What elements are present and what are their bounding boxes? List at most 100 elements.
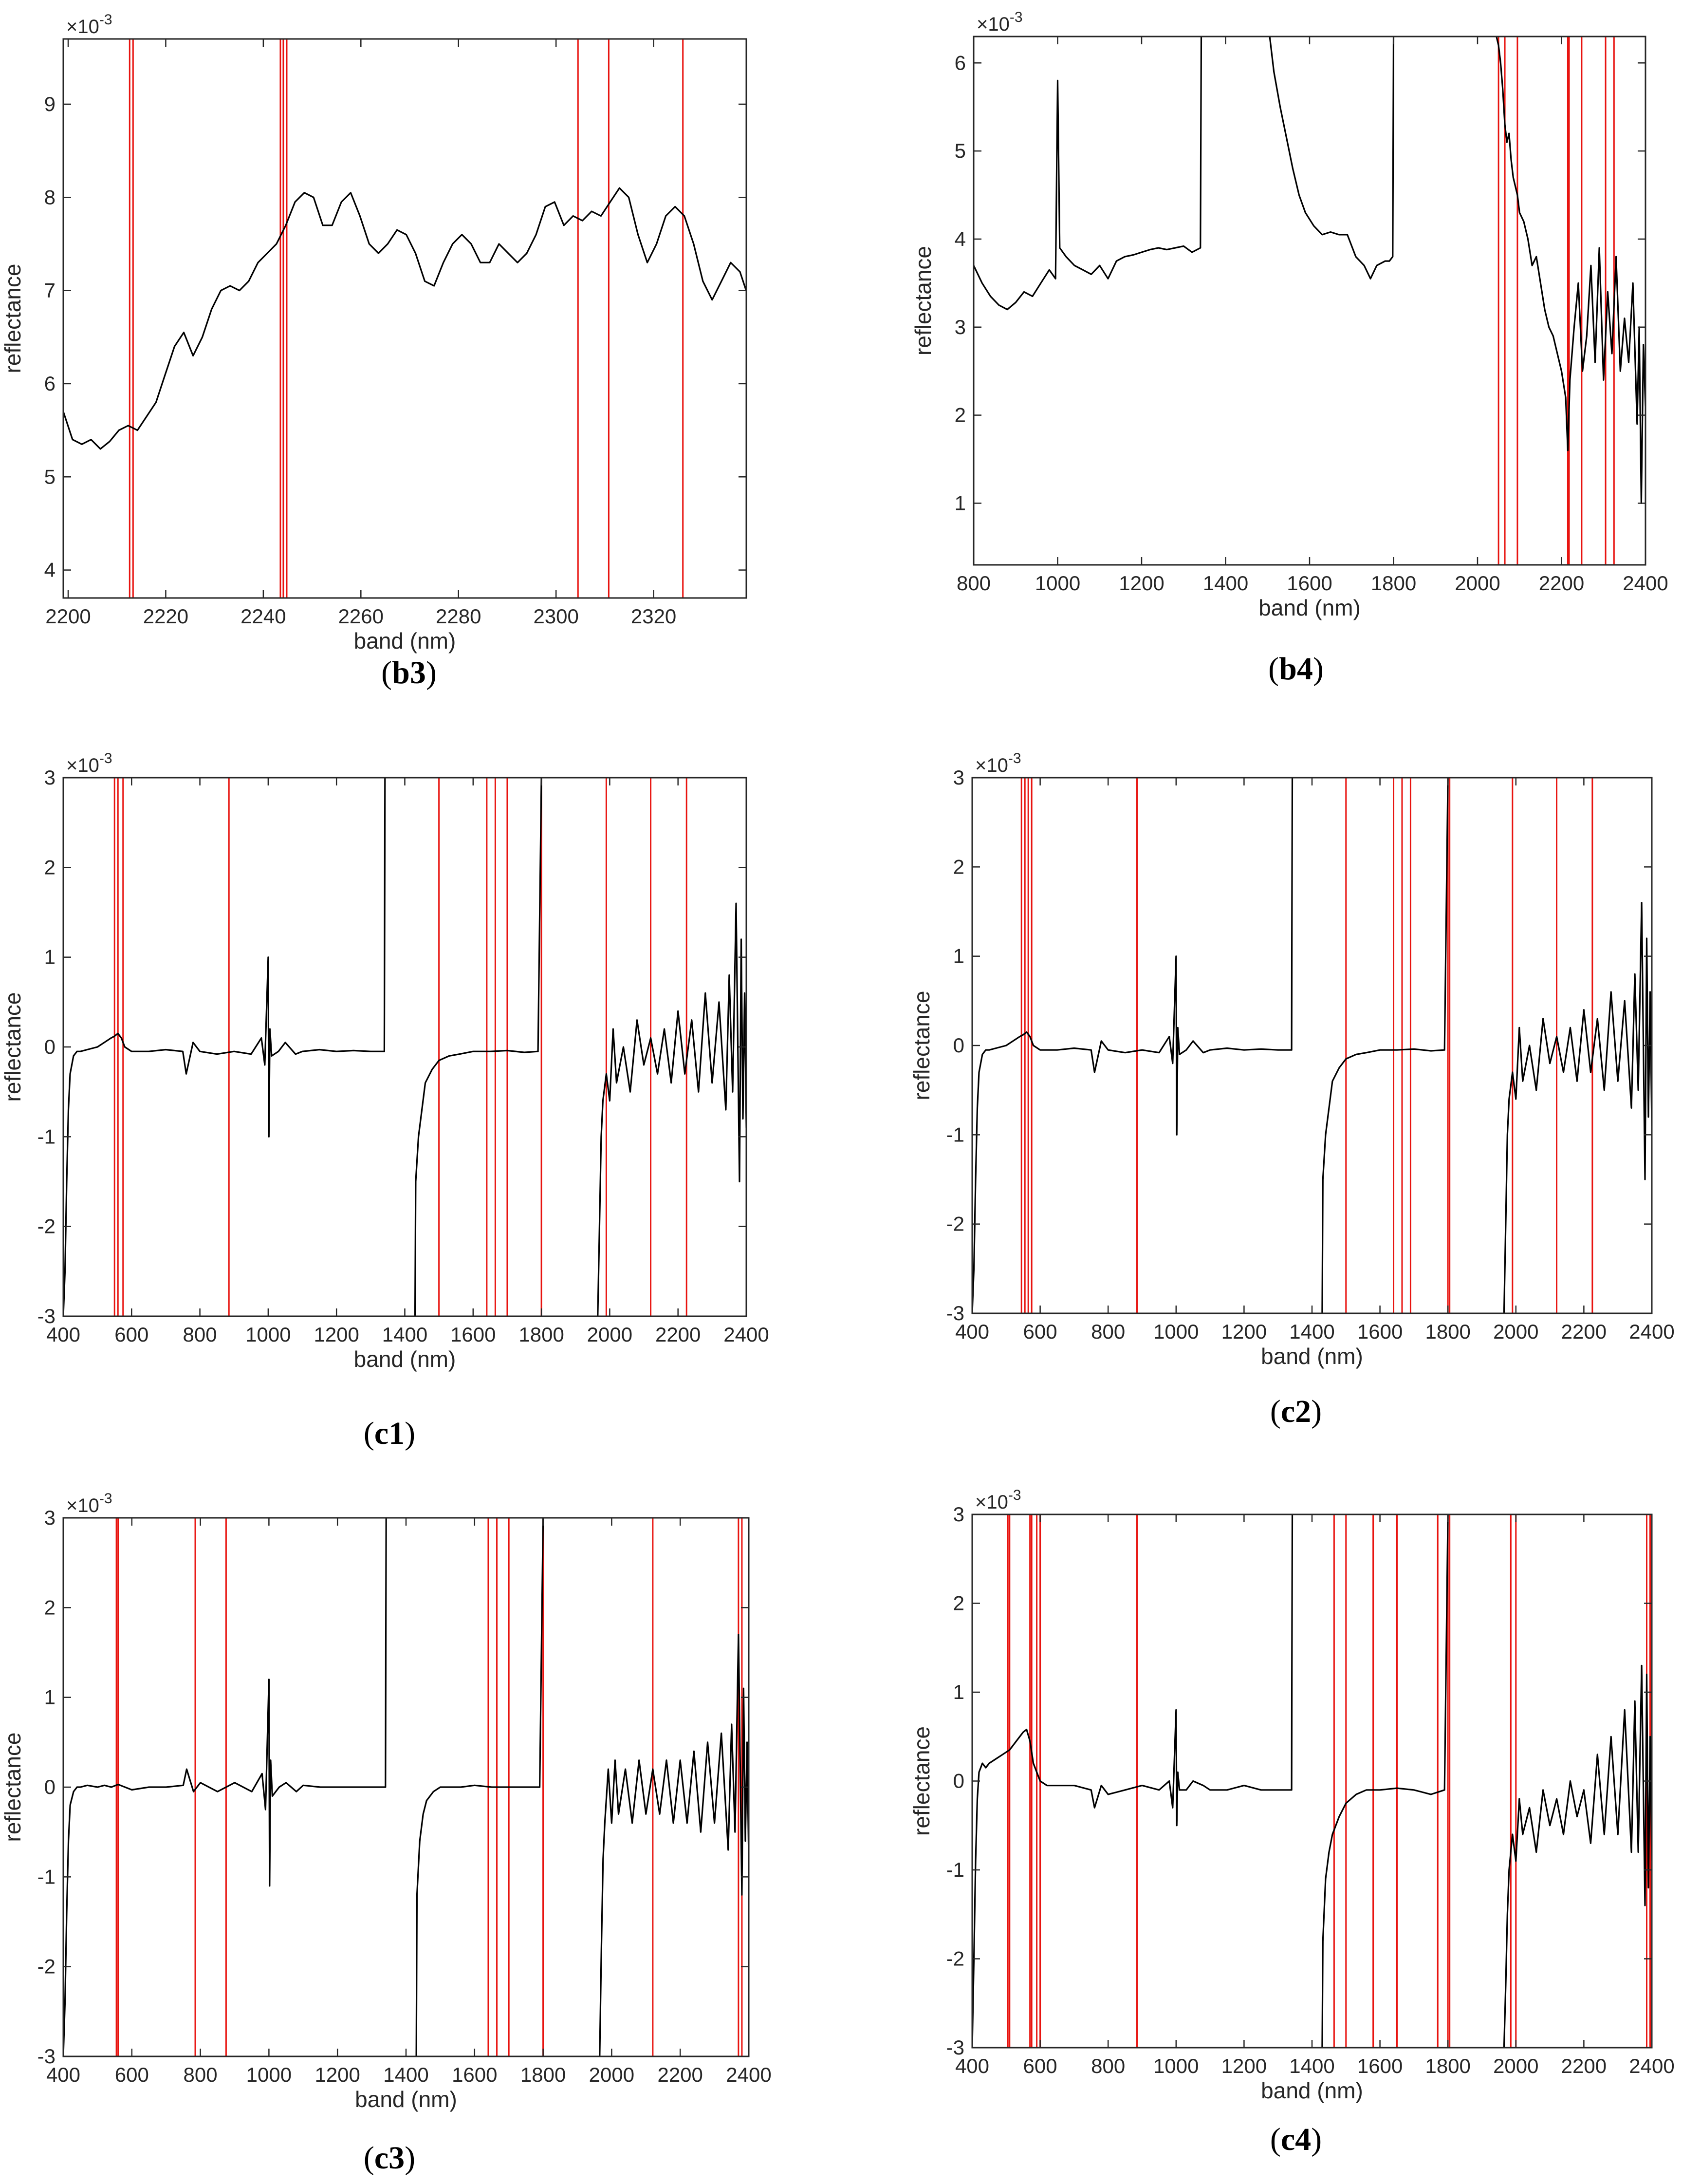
x-tick-label: 1600 [450,1323,496,1346]
plot-area [63,39,746,598]
chart-panel-c2: 400 600 800 1000 1200 1400 1600 1800 2000 2200 240… [909,750,1675,1429]
axis-exponent: ×10-3 [975,750,1021,776]
x-tick-label: 1600 [1287,572,1332,595]
axes-frame [62,38,747,599]
x-tick-label: 1200 [314,1323,359,1346]
y-tick-label: 1 [955,491,966,514]
panel-caption: (c4) [1270,2122,1322,2157]
series-group [972,1514,1652,2048]
series-group [63,187,746,450]
x-tick-label: 1200 [1221,2054,1267,2077]
x-tick-label: 400 [46,1323,80,1346]
x-tick-label: 1800 [1371,572,1416,595]
caption-label: c3 [374,2140,405,2176]
chart-panel-b3: 2200 2220 2240 2260 2280 2300 2320 4 5 6 7 8 9 ×10-3 b… [0,12,747,691]
y-tick-label: 0 [44,1775,55,1798]
spectrum-series [972,1514,1294,2048]
axis-exponent: ×10-3 [975,1487,1021,1513]
x-tick-label: 2000 [1455,572,1500,595]
x-axis-label: band (nm) [354,628,456,653]
caption-paren: ( [1268,651,1279,687]
y-tick-label: -1 [946,1123,964,1146]
x-tick-label: 600 [115,2063,149,2086]
y-tick-label: -2 [37,1215,55,1238]
x-tick-label: 1000 [245,1323,291,1346]
chart-panel-c3: 400 600 800 1000 1200 1400 1600 1800 2000 2200 240… [0,1491,772,2176]
x-tick-label: 1400 [1289,2054,1334,2077]
y-tick-label: 7 [44,279,55,302]
caption-label: c4 [1281,2122,1311,2157]
y-tick-label: -1 [946,1858,964,1881]
x-tick-label: 2200 [1561,2054,1607,2077]
spectrum-series [1321,778,1449,1313]
x-tick-label: 1200 [314,2063,360,2086]
y-axis-label: reflectance [909,1726,934,1836]
x-tick-label: 2400 [1629,1320,1674,1343]
axis-exponent-power: -3 [1008,1487,1021,1503]
x-tick-label: 2300 [533,605,578,628]
y-axis-label: reflectance [0,263,25,373]
y-tick-label: 2 [953,855,964,878]
x-tick-label: 2200 [657,2063,702,2086]
x-tick-label: 800 [957,572,991,595]
x-tick-label: 2220 [143,605,188,628]
x-tick-label: 2200 [655,1323,701,1346]
x-tick-label: 2000 [1493,2054,1538,2077]
x-axis-label: band (nm) [354,1346,456,1372]
y-tick-label: 2 [44,856,55,878]
chart-panel-b4: 800 1000 1200 1400 1600 1800 2000 2200 2400 1 2 3 4 5… [910,9,1668,687]
x-tick-label: 1600 [1357,2054,1403,2077]
plot-area [974,37,1645,565]
panel-caption: (c3) [364,2140,415,2176]
x-tick-label: 400 [955,1320,989,1343]
axis-exponent: ×10-3 [66,12,112,37]
x-tick-label: 400 [46,2063,80,2086]
caption-paren: ( [364,1416,374,1451]
y-tick-label: 3 [44,1506,55,1529]
x-tick-label: 2400 [1629,2054,1674,2077]
y-tick-label: -1 [37,1125,55,1148]
x-tick-label: 600 [1023,1320,1057,1343]
x-tick-label: 1000 [1153,2054,1199,2077]
chart-panel-c4: 400 600 800 1000 1200 1400 1600 1800 2000 2200 240… [909,1487,1675,2157]
series-group [63,1518,749,2056]
y-tick-label: -1 [37,1865,55,1888]
spectrum-series [63,1518,387,2056]
y-tick-label: 1 [953,945,964,968]
y-tick-label: 3 [953,766,964,789]
y-tick-label: 0 [44,1035,55,1058]
x-tick-label: 600 [114,1323,148,1346]
x-axis-label: band (nm) [1258,595,1361,620]
y-tick-label: 6 [44,372,55,395]
x-tick-label: 1400 [382,1323,427,1346]
x-tick-label: 2200 [1539,572,1584,595]
caption-paren: ) [1313,651,1324,687]
y-tick-label: 1 [44,946,55,969]
y-axis-label: reflectance [0,1732,25,1842]
series-group [972,778,1652,1313]
x-tick-label: 1400 [383,2063,428,2086]
panel-caption: (c1) [364,1416,415,1451]
caption-paren: ( [381,655,392,691]
y-tick-label: -2 [946,1213,964,1235]
x-tick-label: 2400 [726,2063,771,2086]
axis-exponent: ×10-3 [66,750,112,776]
x-tick-label: 1400 [1289,1320,1334,1343]
series-group [63,778,746,1316]
x-axis-label: band (nm) [1261,1344,1363,1369]
x-tick-label: 400 [955,2054,989,2077]
spectrum-series [1503,1664,1652,2048]
y-tick-label: 4 [44,559,55,581]
spectrum-series [974,37,1202,311]
caption-paren: ) [405,2140,415,2176]
x-tick-label: 1800 [1425,1320,1470,1343]
plot-area [63,1518,749,2056]
x-tick-label: 800 [184,2063,218,2086]
spectrum-series [1269,37,1395,280]
y-tick-label: -3 [37,2045,55,2068]
y-axis-label: reflectance [0,992,25,1101]
y-tick-label: -3 [946,2036,964,2059]
x-tick-label: 1800 [518,1323,564,1346]
x-tick-label: 2400 [1623,572,1668,595]
